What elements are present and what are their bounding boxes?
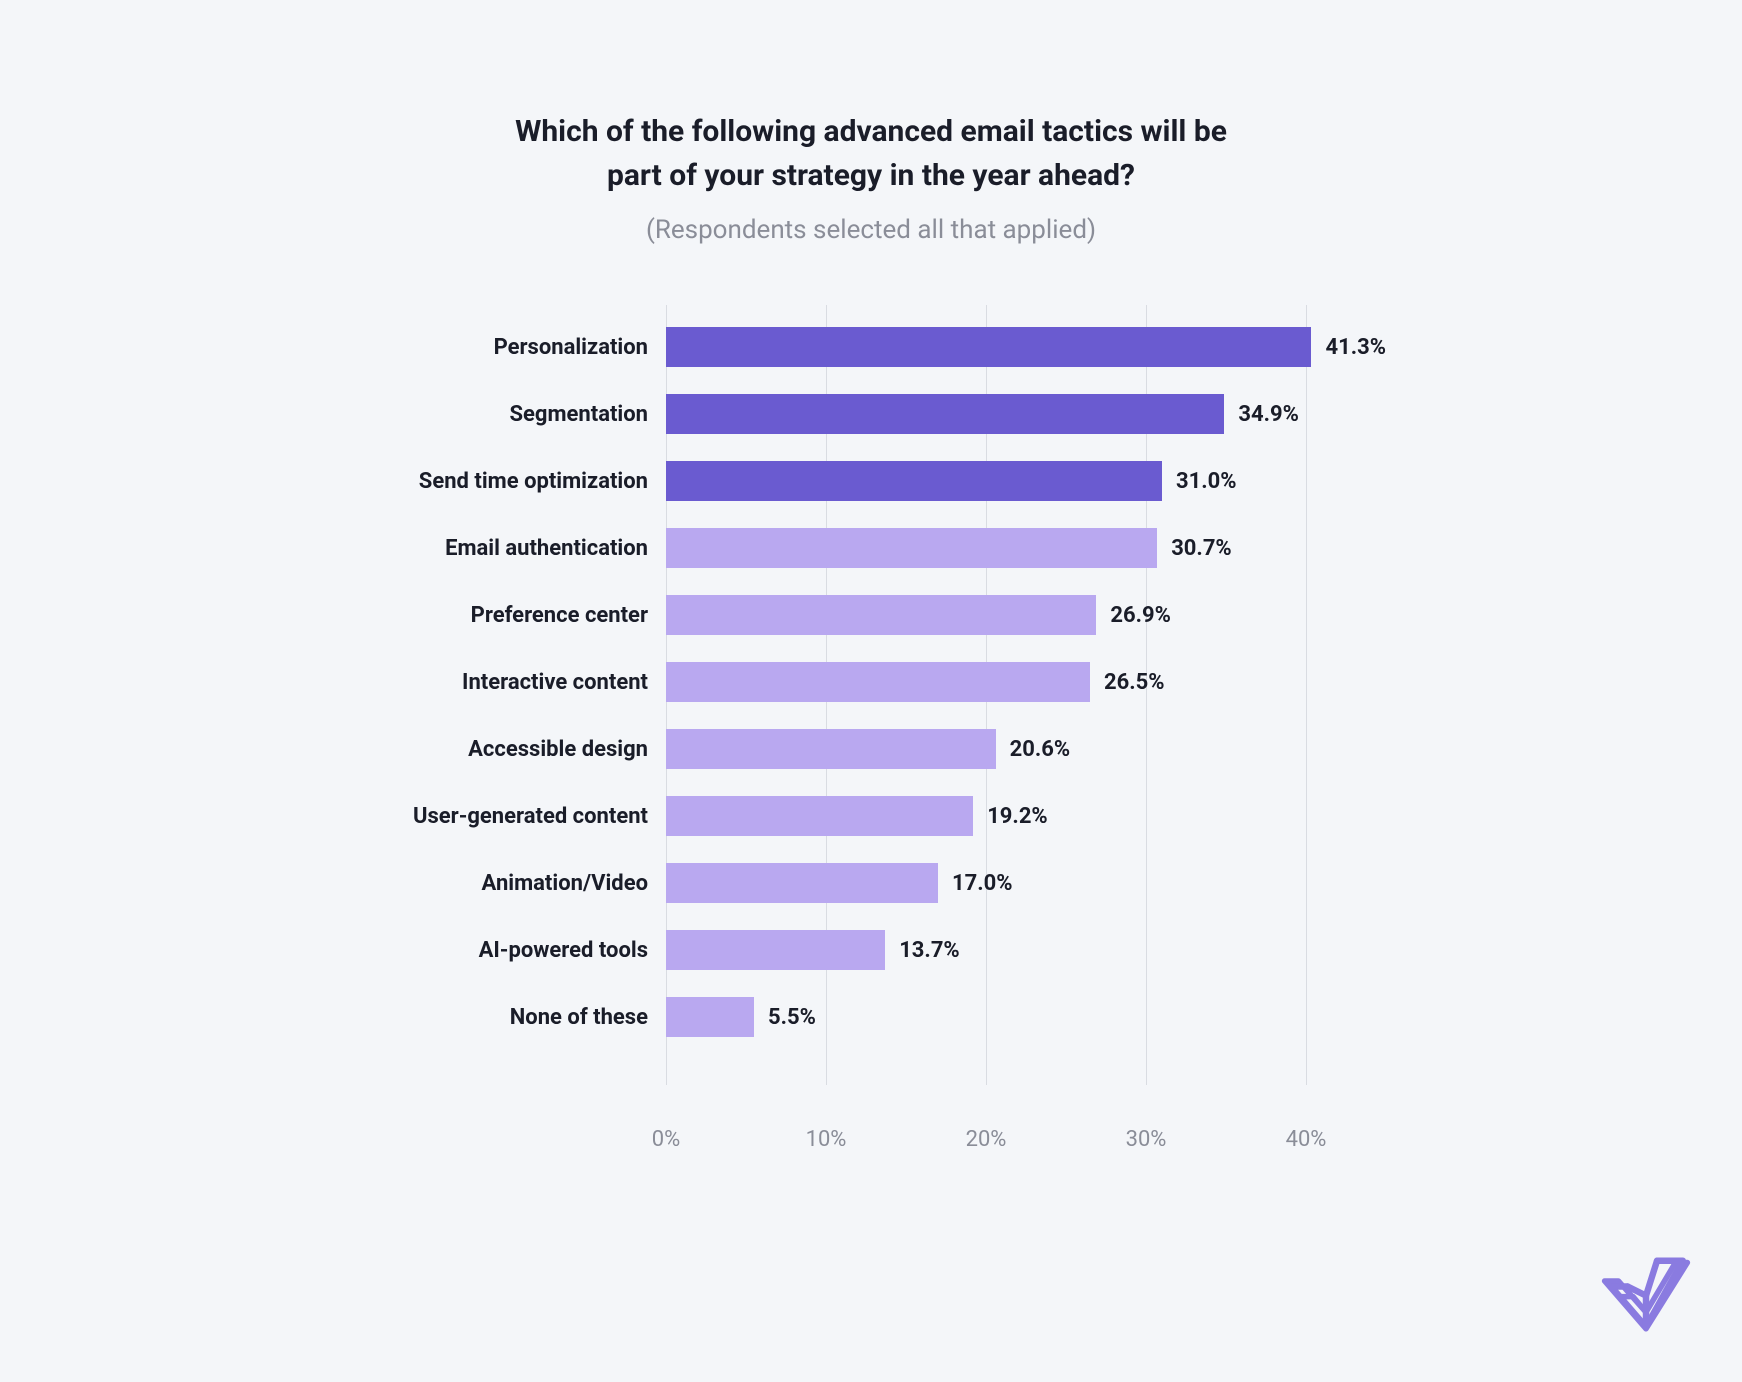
bar-row: Send time optimization31.0% xyxy=(666,461,1386,501)
bar-label: Accessible design xyxy=(468,737,666,762)
bar xyxy=(666,863,938,903)
title-line-2: part of your strategy in the year ahead? xyxy=(607,158,1135,193)
bar-row: Interactive content26.5% xyxy=(666,662,1386,702)
bar-value: 41.3% xyxy=(1311,335,1386,360)
bar-label: Personalization xyxy=(494,335,666,360)
x-tick-label: 40% xyxy=(1286,1127,1327,1152)
chart-subtitle: (Respondents selected all that applied) xyxy=(646,215,1096,245)
bar-row: AI-powered tools13.7% xyxy=(666,930,1386,970)
bar-row: Email authentication30.7% xyxy=(666,528,1386,568)
bar-label: None of these xyxy=(510,1005,666,1030)
bar xyxy=(666,796,973,836)
plot-area: Personalization41.3% Segmentation34.9% Sen… xyxy=(666,305,1386,1085)
bar-value: 5.5% xyxy=(754,1005,816,1030)
bar-value: 26.5% xyxy=(1090,670,1165,695)
bar xyxy=(666,662,1090,702)
bar-label: Segmentation xyxy=(510,402,667,427)
bar xyxy=(666,461,1162,501)
bar-value: 26.9% xyxy=(1096,603,1171,628)
bar xyxy=(666,729,996,769)
x-tick-label: 10% xyxy=(806,1127,847,1152)
bar-chart: Personalization41.3%Segmentation34.9%Sen… xyxy=(356,305,1386,1167)
bar xyxy=(666,595,1096,635)
bar-label: Send time optimization xyxy=(419,469,666,494)
bar-value: 17.0% xyxy=(938,871,1013,896)
x-tick-label: 30% xyxy=(1126,1127,1167,1152)
bar-row: Animation/Video17.0% xyxy=(666,863,1386,903)
bar xyxy=(666,528,1157,568)
bar-label: Interactive content xyxy=(462,670,666,695)
bar-value: 31.0% xyxy=(1162,469,1237,494)
title-line-1: Which of the following advanced email ta… xyxy=(515,114,1227,149)
x-tick-label: 20% xyxy=(966,1127,1007,1152)
bar-label: Animation/Video xyxy=(482,871,666,896)
bar-row: Personalization41.3% xyxy=(666,327,1386,367)
chart-title: Which of the following advanced email ta… xyxy=(515,110,1227,197)
bar-label: Preference center xyxy=(471,603,666,628)
x-tick-label: 0% xyxy=(652,1127,680,1152)
bar xyxy=(666,327,1311,367)
bar-value: 20.6% xyxy=(996,737,1071,762)
bar xyxy=(666,930,885,970)
bar xyxy=(666,997,754,1037)
bar-row: Accessible design20.6% xyxy=(666,729,1386,769)
bar-row: Segmentation34.9% xyxy=(666,394,1386,434)
bar-value: 13.7% xyxy=(885,938,960,963)
chart-container: Which of the following advanced email ta… xyxy=(0,0,1742,1382)
bar-label: AI-powered tools xyxy=(479,938,666,963)
bar-row: Preference center26.9% xyxy=(666,595,1386,635)
bar-row: User-generated content19.2% xyxy=(666,796,1386,836)
bar-label: Email authentication xyxy=(445,536,666,561)
bar-value: 19.2% xyxy=(973,804,1048,829)
brand-logo-icon xyxy=(1600,1246,1692,1342)
chart-wrap: Personalization41.3%Segmentation34.9%Sen… xyxy=(356,305,1386,1167)
bar-label: User-generated content xyxy=(413,804,666,829)
bar xyxy=(666,394,1224,434)
bar-row: None of these5.5% xyxy=(666,997,1386,1037)
bar-value: 34.9% xyxy=(1224,402,1299,427)
bar-value: 30.7% xyxy=(1157,536,1232,561)
